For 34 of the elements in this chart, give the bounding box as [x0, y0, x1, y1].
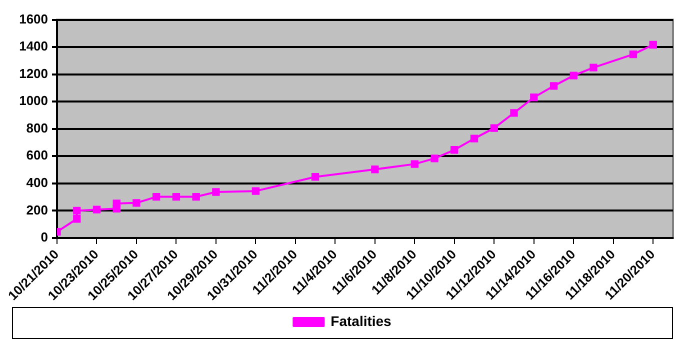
- point: [450, 146, 458, 154]
- point: [470, 134, 478, 142]
- y-tick-label: 0: [40, 230, 48, 245]
- point: [152, 192, 160, 201]
- point: [430, 154, 438, 162]
- point: [530, 94, 538, 102]
- y-tick-label: 200: [26, 202, 48, 218]
- point: [550, 82, 558, 90]
- point: [510, 109, 518, 117]
- y-tick-label: 1600: [19, 11, 48, 26]
- point: [172, 192, 180, 201]
- y-tick-label: 400: [26, 175, 48, 190]
- y-tick-label: 1000: [19, 93, 48, 108]
- y-tick-label: 800: [26, 120, 48, 136]
- point: [92, 206, 101, 214]
- y-tick-label: 1200: [19, 66, 48, 81]
- point: [629, 50, 638, 58]
- point: [73, 206, 81, 215]
- point: [252, 187, 260, 195]
- y-tick-label: 600: [26, 148, 48, 163]
- point: [312, 173, 320, 181]
- point: [410, 160, 419, 168]
- point: [112, 200, 120, 208]
- point: [212, 188, 220, 196]
- point: [132, 199, 140, 207]
- point: [590, 64, 598, 72]
- point: [490, 124, 498, 132]
- legend-label: Fatalities: [330, 312, 392, 329]
- point: [192, 192, 200, 201]
- point: [371, 166, 379, 174]
- y-tick-label: 1400: [19, 38, 48, 54]
- point: [73, 215, 81, 223]
- point: [649, 40, 657, 49]
- point: [570, 72, 578, 80]
